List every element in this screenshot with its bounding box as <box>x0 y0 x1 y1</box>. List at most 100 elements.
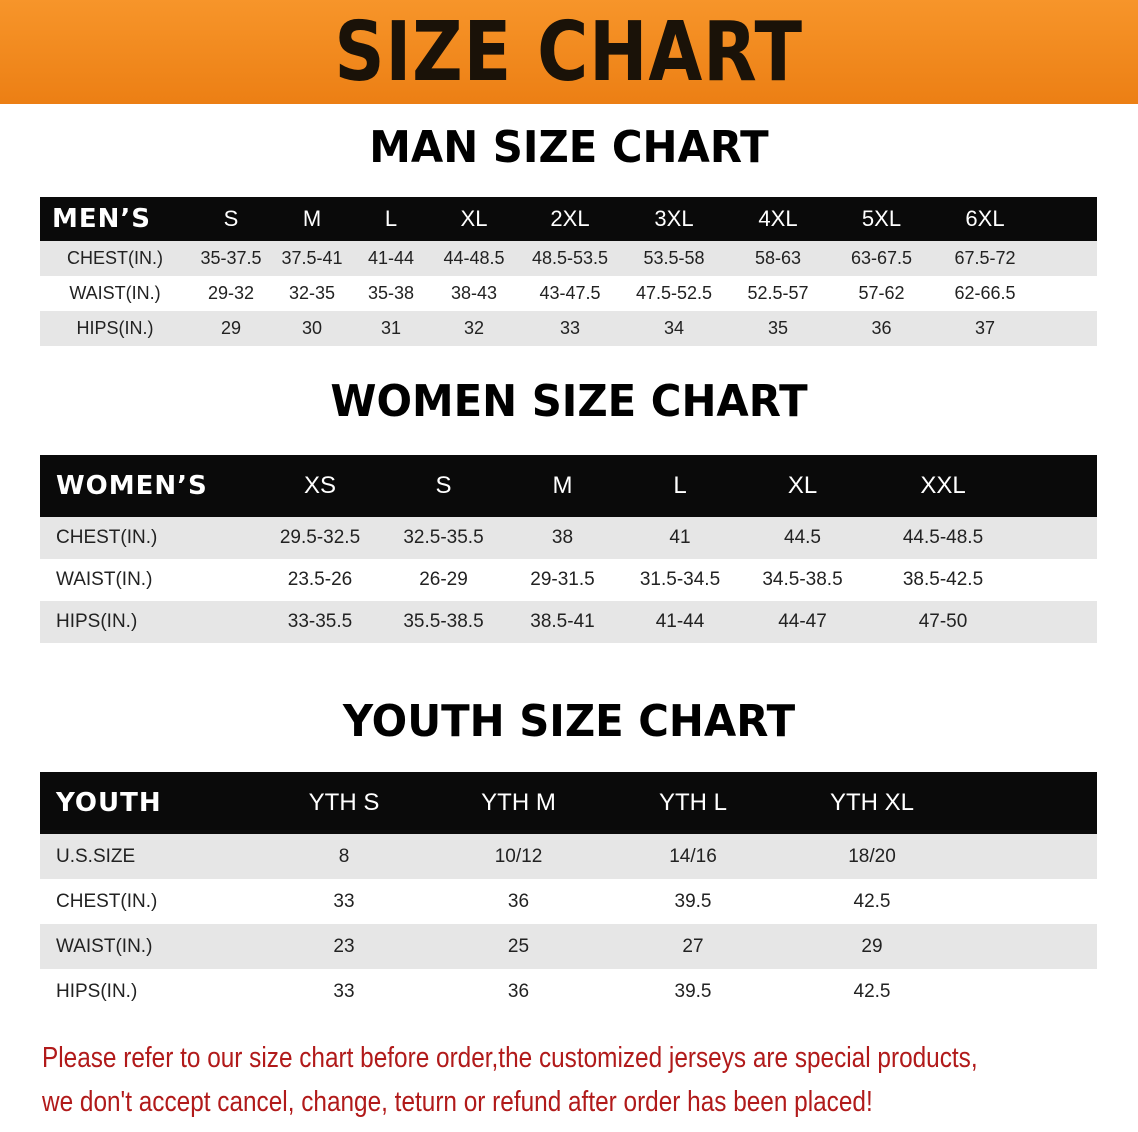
cell: 44-47 <box>778 611 827 632</box>
cell: 44.5-48.5 <box>902 527 984 548</box>
cell: 44-48.5 <box>443 248 505 268</box>
row-label: WOMEN’S <box>56 471 208 501</box>
row-label: WAIST(IN.) <box>56 935 153 957</box>
cell: 35-37.5 <box>200 248 262 268</box>
banner-title: SIZE CHART <box>334 4 804 100</box>
cell: XL <box>787 472 818 499</box>
table-row: WAIST(IN.) 23 25 27 29 <box>40 924 1097 969</box>
cell: 2XL <box>550 206 590 231</box>
cell: 36 <box>871 318 892 338</box>
cell: 32.5-35.5 <box>403 527 484 548</box>
cell: 30 <box>301 318 323 338</box>
cell: 33-35.5 <box>287 611 353 632</box>
men-title: MAN SIZE CHART <box>369 122 769 173</box>
row-label: HIPS(IN.) <box>76 318 154 338</box>
cell: 36 <box>507 890 530 912</box>
cell: 57-62 <box>858 283 905 303</box>
cell: 67.5-72 <box>954 248 1016 268</box>
cell: 29 <box>861 935 883 957</box>
cell: 47.5-52.5 <box>635 283 713 303</box>
cell: XS <box>303 472 336 499</box>
cell: 29 <box>220 318 242 338</box>
table-row: HIPS(IN.) 33-35.5 35.5-38.5 38.5-41 41-44 44-… <box>40 601 1097 643</box>
cell: 18/20 <box>848 845 896 867</box>
cell: 38.5-42.5 <box>902 569 984 590</box>
row-label: HIPS(IN.) <box>56 611 138 632</box>
row-label: YOUTH <box>56 788 162 818</box>
row-label: CHEST(IN.) <box>67 248 163 268</box>
table-row: WAIST(IN.) 23.5-26 26-29 29-31.5 31.5-34.5 34… <box>40 559 1097 601</box>
men-size-table: MEN’S S M L XL 2XL 3XL 4XL 5XL 6XL CHEST(IN.) 35-37… <box>40 197 1097 346</box>
cell: XL <box>460 206 488 231</box>
youth-title: YOUTH SIZE CHART <box>342 696 796 747</box>
cell: 6XL <box>965 206 1005 231</box>
cell: 48.5-53.5 <box>531 248 609 268</box>
cell: 52.5-57 <box>747 283 809 303</box>
cell: 34 <box>663 318 685 338</box>
cell: 14/16 <box>669 845 717 867</box>
row-label: MEN’S <box>52 204 151 234</box>
cell: L <box>384 206 398 231</box>
cell: 36 <box>507 980 530 1002</box>
row-label: U.S.SIZE <box>56 845 136 867</box>
cell: 32-35 <box>288 283 336 303</box>
cell: 8 <box>338 845 350 867</box>
cell: 42.5 <box>853 980 891 1002</box>
row-label: WAIST(IN.) <box>69 283 161 303</box>
cell: 41-44 <box>655 611 705 632</box>
cell: 4XL <box>758 206 798 231</box>
cell: 62-66.5 <box>954 283 1016 303</box>
cell: 23.5-26 <box>287 569 353 590</box>
cell: 29-31.5 <box>530 569 595 590</box>
cell: YTH M <box>481 789 556 816</box>
cell: 43-47.5 <box>539 283 601 303</box>
cell: 41 <box>669 527 691 548</box>
cell: S <box>435 472 452 499</box>
cell: 31.5-34.5 <box>639 569 721 590</box>
disclaimer-note: Please refer to our size chart before or… <box>42 1036 978 1124</box>
cell: 31 <box>380 318 402 338</box>
cell: 35.5-38.5 <box>403 611 484 632</box>
table-header-row: MEN’S S M L XL 2XL 3XL 4XL 5XL 6XL <box>40 197 1097 241</box>
cell: 41-44 <box>367 248 415 268</box>
table-header-row: WOMEN’S XS S M L XL XXL <box>40 455 1097 517</box>
table-row: CHEST(IN.) 29.5-32.5 32.5-35.5 38 41 44.5 44.5… <box>40 517 1097 559</box>
cell: 39.5 <box>674 980 712 1002</box>
table-header-row: YOUTH YTH S YTH M YTH L YTH XL <box>40 772 1097 834</box>
table-row: WAIST(IN.) 29-32 32-35 35-38 38-43 43-47.5 47.… <box>40 276 1097 311</box>
banner: SIZE CHART <box>0 0 1138 104</box>
table-row: CHEST(IN.) 33 36 39.5 42.5 <box>40 879 1097 924</box>
cell: 35-38 <box>367 283 415 303</box>
cell: YTH S <box>308 789 380 816</box>
women-size-table: WOMEN’S XS S M L XL XXL CHEST(IN.) 29.5-32.5 32.5… <box>40 455 1097 643</box>
women-title: WOMEN SIZE CHART <box>330 376 808 427</box>
cell: XXL <box>920 472 966 499</box>
cell: L <box>673 472 687 499</box>
table-row: HIPS(IN.) 33 36 39.5 42.5 <box>40 969 1097 1014</box>
table-row: CHEST(IN.) 35-37.5 37.5-41 41-44 44-48.5 48.5… <box>40 241 1097 276</box>
cell: 37.5-41 <box>281 248 343 268</box>
cell: M <box>302 206 322 231</box>
cell: 38-43 <box>450 283 498 303</box>
cell: 26-29 <box>419 569 468 590</box>
cell: 3XL <box>654 206 694 231</box>
table-row: HIPS(IN.) 29 30 31 32 33 34 35 36 37 <box>40 311 1097 346</box>
note-line: Please refer to our size chart before or… <box>42 1042 978 1074</box>
cell: YTH L <box>658 789 727 816</box>
row-label: HIPS(IN.) <box>56 980 138 1002</box>
cell: 27 <box>682 935 704 957</box>
cell: 44.5 <box>784 527 821 548</box>
cell: 37 <box>974 318 996 338</box>
cell: 29-32 <box>207 283 255 303</box>
row-label: CHEST(IN.) <box>56 527 158 548</box>
cell: 33 <box>333 890 355 912</box>
note-line: we don't accept cancel, change, teturn o… <box>42 1086 873 1118</box>
cell: 33 <box>559 318 581 338</box>
cell: 35 <box>767 318 789 338</box>
cell: 47-50 <box>918 611 968 632</box>
cell: 63-67.5 <box>850 248 913 268</box>
cell: 34.5-38.5 <box>762 569 843 590</box>
cell: 38 <box>551 527 574 548</box>
row-label: CHEST(IN.) <box>56 890 158 912</box>
cell: 38.5-41 <box>530 611 595 632</box>
